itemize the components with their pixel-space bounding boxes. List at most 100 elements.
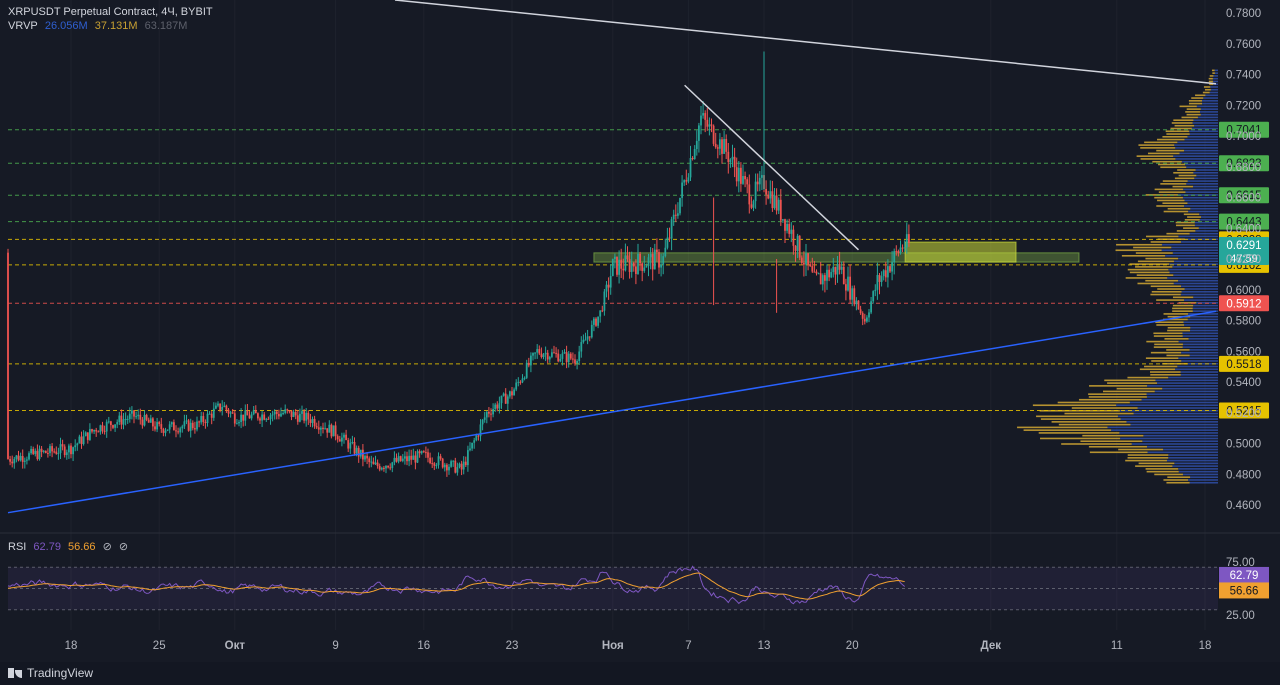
volume-profile-bar [1194, 224, 1218, 227]
candle-body [519, 381, 522, 383]
candle-body [664, 247, 667, 257]
candle-body [601, 310, 604, 312]
candle-body [538, 349, 541, 354]
horizontal-levels: 0.70410.68230.66150.64430.63280.61620.59… [8, 121, 1269, 419]
volume-profile-bar [1173, 119, 1194, 121]
candle-body [315, 426, 318, 428]
volume-profile-bar [1180, 371, 1218, 373]
volume-profile-bar [1199, 111, 1218, 113]
volume-profile-bar [1189, 349, 1218, 351]
volume-profile-bar [1172, 296, 1194, 299]
price-tick-label: 0.6600 [1226, 193, 1261, 205]
price-tick-label: 0.6800 [1226, 162, 1261, 174]
vrvp-header[interactable]: VRVP 26.056M 37.131M 63.187M [8, 20, 191, 32]
hidden-icon-1[interactable]: ⊘ [102, 541, 112, 553]
volume-profile-bar [1186, 113, 1201, 116]
volume-profile-bar [1164, 338, 1189, 340]
volume-profile-bar [1178, 470, 1218, 473]
candle-body [712, 125, 715, 144]
volume-profile-bar [1183, 227, 1199, 229]
candle-body [458, 463, 461, 468]
level-price-badge [1219, 187, 1269, 204]
candle-body [204, 422, 207, 424]
candle-body [525, 362, 528, 378]
candle-body [464, 461, 467, 466]
volume-profile-bar [1193, 296, 1218, 299]
candle-body [383, 467, 385, 469]
candle-body [872, 291, 875, 302]
volume-profile-bar [1202, 91, 1210, 94]
candle-body [756, 181, 759, 185]
candle-body [294, 412, 297, 416]
candle-body [702, 113, 704, 116]
volume-profile-bar [1102, 390, 1155, 393]
volume-profile-bar [1158, 191, 1186, 193]
candle-body [95, 429, 98, 432]
candle-body [565, 352, 568, 363]
volume-profile-bar [1191, 97, 1204, 99]
candle-body [658, 252, 660, 268]
time-tick-label: 11 [1111, 640, 1123, 652]
candle-body [471, 442, 473, 449]
candle-body [710, 124, 713, 126]
candle-body [317, 427, 320, 430]
candle-body [55, 451, 58, 454]
candle-body [170, 422, 173, 425]
candle-body [905, 234, 908, 248]
candle-body [202, 416, 205, 423]
candle-body [357, 447, 360, 457]
candle-body [653, 249, 656, 270]
volume-profile-bar [1142, 440, 1218, 443]
candle-body [267, 418, 270, 420]
candle-body [805, 253, 807, 265]
candle-body [332, 425, 335, 437]
volume-profile-bar [1088, 396, 1147, 398]
hidden-icon-2[interactable]: ⊘ [118, 541, 129, 553]
candle-body [548, 356, 551, 360]
time-tick-label: 7 [685, 640, 691, 652]
candle-body [809, 264, 812, 267]
volume-profile-bar [1023, 429, 1112, 431]
candle-body [231, 412, 234, 414]
candle-body [485, 411, 488, 418]
candle-body [435, 465, 438, 467]
volume-profile-bar [1166, 232, 1190, 235]
volume-profile-bar [1177, 365, 1218, 368]
volume-profile-bar [1189, 133, 1218, 135]
candle-body [63, 446, 66, 456]
volume-profile-bar [1201, 216, 1218, 218]
candle-body [280, 413, 282, 417]
volume-profile-bar [1201, 100, 1218, 102]
candle-body [767, 194, 770, 199]
rsi-header[interactable]: RSI 62.79 56.66 ⊘ ⊘ [8, 540, 132, 553]
volume-profile-bar [1119, 409, 1218, 412]
tradingview-logo[interactable]: TradingView [8, 666, 93, 680]
candle-body [895, 251, 898, 253]
time-tick-label: 9 [332, 640, 338, 652]
symbol-header[interactable]: XRPUSDT Perpetual Contract, 4Ч, BYBIT [8, 6, 217, 18]
volume-profile-bar [1135, 465, 1173, 467]
volume-profile-bar [1177, 141, 1218, 144]
volume-profile-bar [1145, 279, 1179, 282]
volume-profile-bar [1140, 158, 1176, 160]
candle-body [857, 300, 860, 310]
volume-profile-bar [1172, 304, 1194, 307]
volume-profile-bar [1129, 271, 1170, 274]
volume-profile-bar [1165, 130, 1190, 133]
candle-body [555, 352, 557, 354]
volume-profile-bar [1153, 332, 1183, 335]
candle-body [59, 444, 62, 454]
candle-body [834, 266, 837, 275]
volume-profile-bar [1210, 86, 1218, 88]
candle-body [410, 455, 413, 460]
candle-body [427, 452, 429, 458]
candle-body [349, 442, 352, 449]
candle-body [261, 414, 263, 421]
candle-body [677, 213, 679, 216]
volume-profile-bar [1172, 310, 1193, 312]
candle-body [456, 467, 459, 473]
candle-body [173, 422, 175, 431]
candle-body [832, 266, 835, 273]
candle-body [240, 414, 242, 423]
